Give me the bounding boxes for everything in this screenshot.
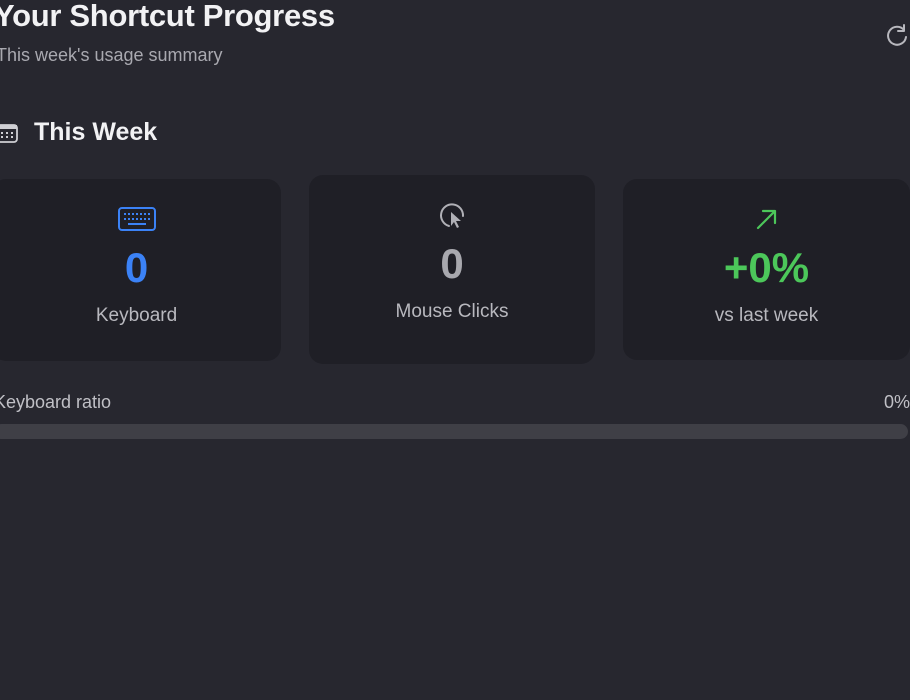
arrow-up-right-icon <box>756 209 776 230</box>
page-subtitle: This week's usage summary <box>0 45 223 65</box>
mouse-clicks-label: Mouse Clicks <box>395 301 509 322</box>
section-header: This Week <box>0 118 157 147</box>
keyboard-ratio-bar <box>0 424 908 439</box>
keyboard-ratio-label: Keyboard ratio <box>0 392 112 412</box>
week-change-value: +0% <box>723 244 810 291</box>
cursor-click-icon <box>440 203 465 228</box>
keyboard-ratio-value: 0% <box>883 392 910 412</box>
section-title: This Week <box>34 118 158 146</box>
mouse-clicks-count: 0 <box>440 240 464 287</box>
week-change-label: vs last week <box>714 305 819 326</box>
keyboard-icon <box>117 207 156 231</box>
mouse-clicks-stat-card: 0 Mouse Clicks <box>309 175 595 364</box>
keyboard-stat-card: 0 Keyboard <box>0 179 281 361</box>
calendar-icon <box>0 123 18 143</box>
refresh-icon[interactable] <box>884 22 910 48</box>
week-change-stat-card: +0% vs last week <box>623 179 910 360</box>
keyboard-label: Keyboard <box>95 305 178 326</box>
page-title: Your Shortcut Progress <box>0 0 335 33</box>
keyboard-count: 0 <box>124 244 149 291</box>
